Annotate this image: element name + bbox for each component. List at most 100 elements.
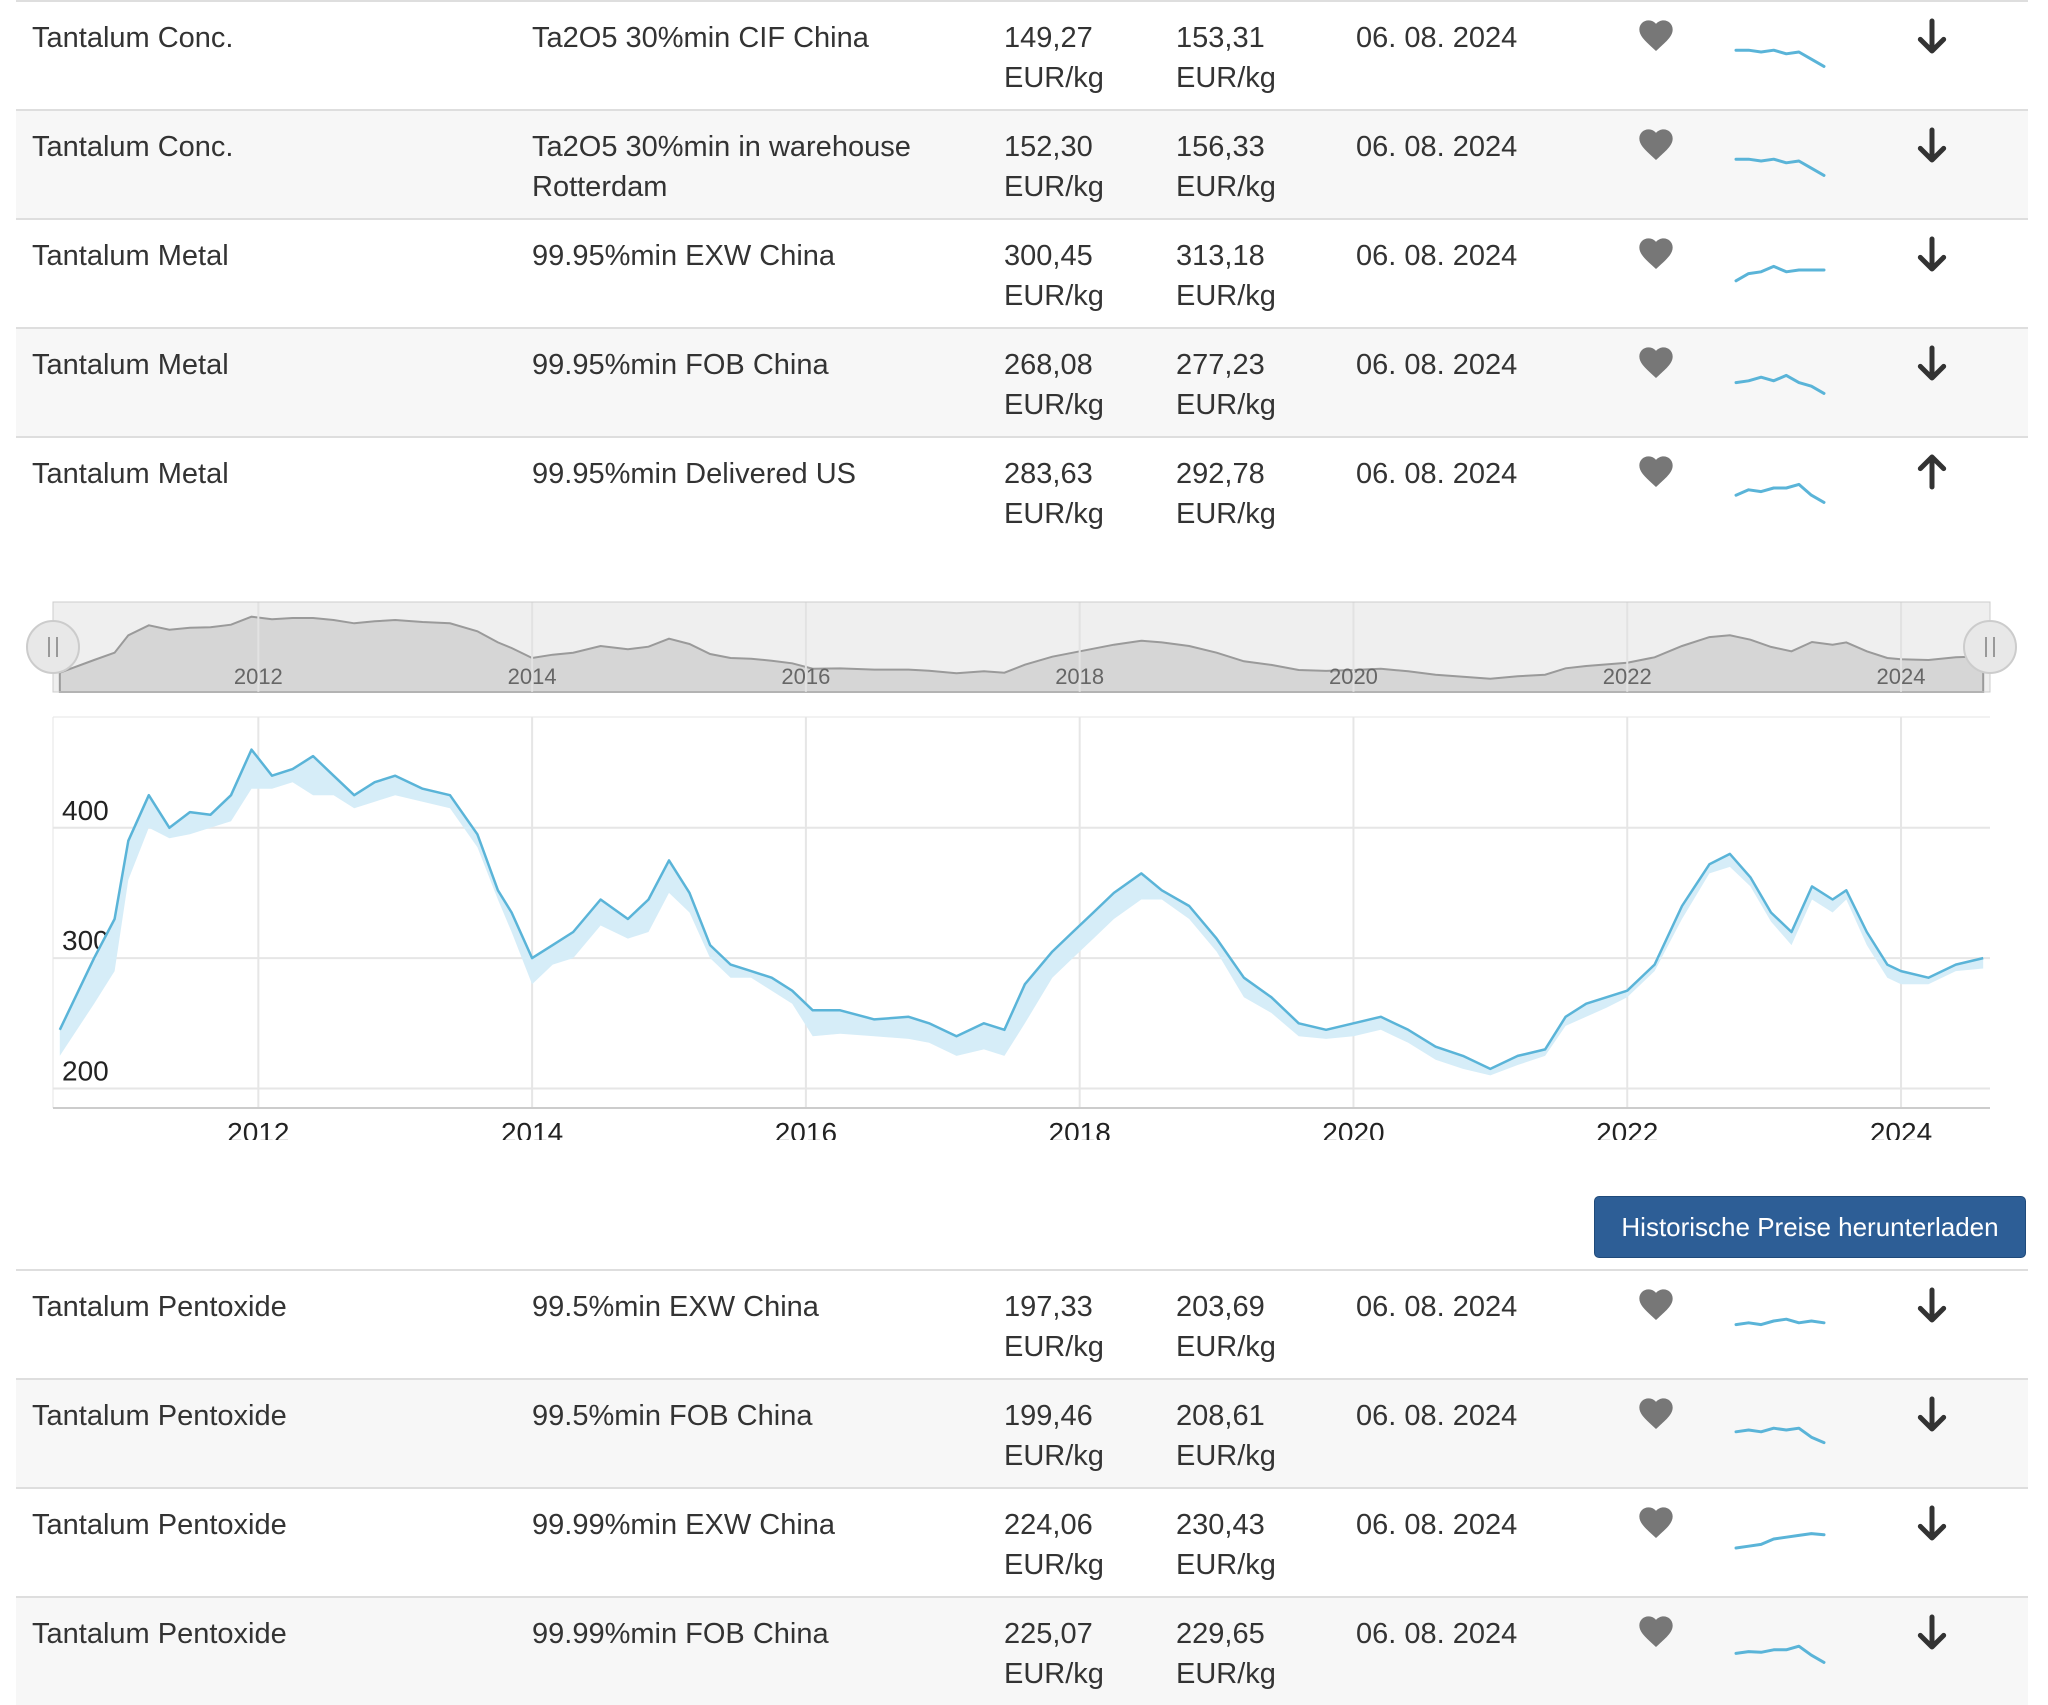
- sparkline[interactable]: [1732, 1626, 1828, 1670]
- sparkline[interactable]: [1732, 357, 1828, 401]
- x-tick-label: 2020: [1322, 1117, 1384, 1140]
- price-high-value: 229,65: [1176, 1618, 1265, 1650]
- price-high: 292,78 EUR/kg: [1176, 454, 1336, 534]
- sparkline[interactable]: [1732, 1517, 1828, 1561]
- heart-icon[interactable]: [1636, 234, 1676, 274]
- price-high-value: 313,18: [1176, 240, 1265, 272]
- price-unit: EUR/kg: [1176, 1327, 1336, 1367]
- price-unit: EUR/kg: [1176, 1436, 1336, 1476]
- navigator-handle-left[interactable]: [27, 621, 79, 673]
- product-spec: 99.95%min EXW China: [532, 236, 972, 276]
- navigator-tick-label: 2016: [781, 664, 830, 689]
- heart-icon[interactable]: [1636, 1503, 1676, 1543]
- price-low: 149,27 EUR/kg: [1004, 18, 1164, 98]
- price-unit: EUR/kg: [1176, 494, 1336, 534]
- price-date: 06. 08. 2024: [1356, 1287, 1596, 1327]
- navigator-tick-label: 2024: [1877, 664, 1926, 689]
- product-name: Tantalum Metal: [32, 345, 512, 385]
- sparkline[interactable]: [1732, 248, 1828, 292]
- heart-icon[interactable]: [1636, 343, 1676, 383]
- price-high: 208,61 EUR/kg: [1176, 1396, 1336, 1476]
- sparkline[interactable]: [1732, 139, 1828, 183]
- arrow-down-icon: [1912, 343, 1952, 383]
- price-low-value: 149,27: [1004, 22, 1093, 54]
- x-tick-label: 2014: [501, 1117, 563, 1140]
- product-name: Tantalum Conc.: [32, 18, 512, 58]
- navigator-handle-right[interactable]: [1964, 621, 2016, 673]
- sparkline-line: [1736, 484, 1824, 502]
- sparkline-line: [1736, 266, 1824, 280]
- product-spec: 99.99%min FOB China: [532, 1614, 972, 1654]
- y-tick-label: 400: [62, 795, 109, 826]
- arrow-down-icon: [1912, 1503, 1952, 1543]
- price-high-value: 292,78: [1176, 458, 1265, 490]
- navigator-tick-label: 2022: [1603, 664, 1652, 689]
- sparkline[interactable]: [1732, 1408, 1828, 1452]
- table-row[interactable]: Tantalum Conc. Ta2O5 30%min in warehouse …: [16, 109, 2028, 218]
- price-high-value: 277,23: [1176, 349, 1265, 381]
- heart-icon[interactable]: [1636, 1394, 1676, 1434]
- heart-icon[interactable]: [1636, 16, 1676, 56]
- download-history-button[interactable]: Historische Preise herunterladen: [1594, 1196, 2026, 1258]
- price-low-value: 300,45: [1004, 240, 1093, 272]
- sparkline[interactable]: [1732, 466, 1828, 510]
- price-unit: EUR/kg: [1004, 167, 1164, 207]
- product-spec: 99.99%min EXW China: [532, 1505, 972, 1545]
- price-unit: EUR/kg: [1176, 167, 1336, 207]
- product-name: Tantalum Pentoxide: [32, 1287, 512, 1327]
- sparkline-line: [1736, 1646, 1824, 1662]
- heart-icon[interactable]: [1636, 1612, 1676, 1652]
- navigator-tick-label: 2020: [1329, 664, 1378, 689]
- price-history-chart: 2012 2014 2016 2018 2020 2022 2024 2012 2014 2016…: [0, 580, 2048, 1140]
- product-name: Tantalum Pentoxide: [32, 1396, 512, 1436]
- price-unit: EUR/kg: [1176, 58, 1336, 98]
- navigator-tick-label: 2012: [234, 664, 283, 689]
- price-unit: EUR/kg: [1004, 58, 1164, 98]
- product-spec: Ta2O5 30%min in warehouse Rotterdam: [532, 127, 972, 207]
- price-high-value: 208,61: [1176, 1400, 1265, 1432]
- price-unit: EUR/kg: [1176, 1654, 1336, 1694]
- price-date: 06. 08. 2024: [1356, 345, 1596, 385]
- price-unit: EUR/kg: [1004, 1327, 1164, 1367]
- x-tick-label: 2012: [227, 1117, 289, 1140]
- price-date: 06. 08. 2024: [1356, 1505, 1596, 1545]
- navigator-tick-label: 2018: [1055, 664, 1104, 689]
- price-low-value: 199,46: [1004, 1400, 1093, 1432]
- sparkline[interactable]: [1732, 30, 1828, 74]
- arrow-down-icon: [1912, 16, 1952, 56]
- heart-icon[interactable]: [1636, 125, 1676, 165]
- sparkline[interactable]: [1732, 1299, 1828, 1343]
- product-name: Tantalum Conc.: [32, 127, 512, 167]
- price-unit: EUR/kg: [1004, 1654, 1164, 1694]
- heart-icon[interactable]: [1636, 1285, 1676, 1325]
- arrow-down-icon: [1912, 234, 1952, 274]
- price-date: 06. 08. 2024: [1356, 236, 1596, 276]
- price-high-value: 203,69: [1176, 1291, 1265, 1323]
- price-high-value: 230,43: [1176, 1509, 1265, 1541]
- sparkline-line: [1736, 1428, 1824, 1442]
- x-tick-label: 2022: [1596, 1117, 1658, 1140]
- y-tick-label: 200: [62, 1055, 109, 1086]
- heart-icon[interactable]: [1636, 452, 1676, 492]
- product-name: Tantalum Pentoxide: [32, 1505, 512, 1545]
- navigator-tick-label: 2014: [508, 664, 557, 689]
- x-tick-label: 2016: [775, 1117, 837, 1140]
